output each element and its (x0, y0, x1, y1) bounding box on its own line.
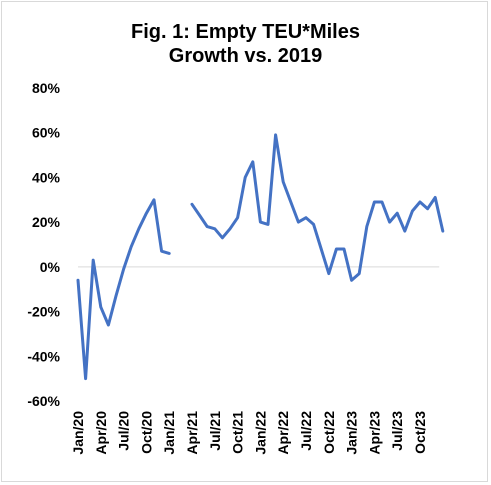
series-line-segment (190, 133, 445, 282)
x-tick-label: Oct/22 (321, 411, 337, 454)
x-axis-tick-labels: Jan/20 Apr/20 Jul/20 Oct/20 Jan/21 Apr/21 Jul/… (70, 411, 428, 455)
x-tick-label: Jul/23 (389, 411, 405, 451)
chart-subtitle: Growth vs. 2019 (168, 45, 323, 67)
x-tick-label: Jan/22 (252, 411, 268, 455)
y-tick-label: 20% (32, 214, 61, 230)
chart-title-block: Fig. 1: Empty TEU*Miles Growth vs. 2019 (2, 20, 489, 68)
x-tick-label: Apr/23 (366, 411, 382, 455)
x-tick-label: Jul/22 (298, 411, 314, 451)
x-tick-label: Oct/21 (230, 411, 246, 454)
y-tick-label: 40% (32, 169, 61, 185)
x-tick-label: Oct/23 (412, 411, 428, 454)
x-tick-label: Oct/20 (138, 411, 154, 454)
x-tick-label: Apr/22 (275, 411, 291, 455)
y-tick-label: -20% (27, 304, 60, 320)
x-tick-label: Apr/20 (93, 411, 109, 455)
y-tick-label: 0% (40, 259, 61, 275)
x-tick-label: Jul/21 (207, 411, 223, 451)
x-tick-label: Jul/20 (116, 411, 132, 451)
series-line-segment (76, 198, 171, 381)
y-tick-label: 80% (32, 80, 61, 96)
y-tick-label: -40% (27, 348, 60, 364)
chart-title: Fig. 1: Empty TEU*Miles (131, 21, 360, 43)
y-tick-label: 60% (32, 125, 61, 141)
x-tick-label: Apr/21 (184, 411, 200, 455)
y-tick-label: -60% (27, 393, 60, 409)
x-tick-label: Jan/21 (161, 411, 177, 455)
x-tick-label: Jan/20 (70, 411, 86, 455)
x-tick-label: Jan/23 (344, 411, 360, 455)
series-group (76, 133, 445, 381)
y-axis-tick-labels: 80% 60% 40% 20% 0% -20% -40% -60% (27, 80, 60, 409)
